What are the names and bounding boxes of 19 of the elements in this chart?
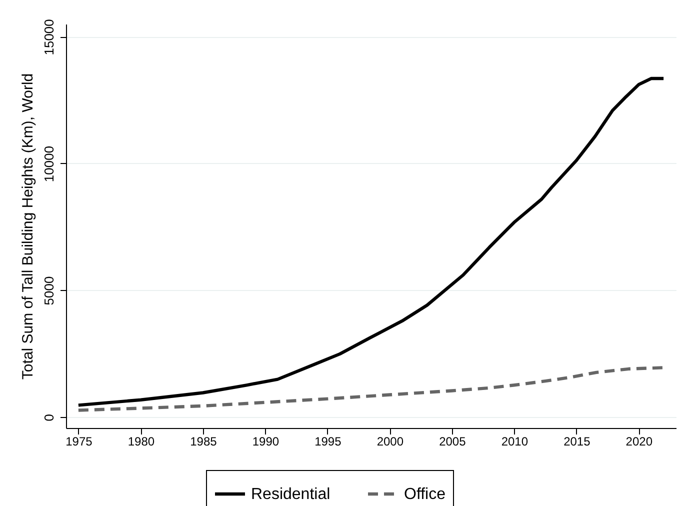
x-tick-label: 1975 bbox=[66, 434, 93, 448]
x-tick-label: 2010 bbox=[501, 434, 528, 448]
x-tick-label: 2020 bbox=[626, 434, 653, 448]
y-tick-label: 0 bbox=[42, 414, 56, 422]
line-series bbox=[76, 76, 666, 407]
x-tick-label: 2005 bbox=[439, 434, 466, 448]
y-tick-label: 15000 bbox=[42, 19, 56, 56]
x-tick-label: 1995 bbox=[314, 434, 342, 448]
y-axis-title: Total Sum of Tall Building Heights (Km), World bbox=[20, 73, 36, 380]
legend-label: Residential bbox=[251, 486, 330, 503]
y-tick-label: 10000 bbox=[42, 146, 56, 182]
legend-label: Office bbox=[404, 486, 446, 503]
x-tick-label: 1980 bbox=[128, 434, 155, 448]
line-series bbox=[76, 366, 666, 412]
x-tick-label: 1985 bbox=[190, 434, 218, 448]
y-tick-label: 5000 bbox=[42, 276, 56, 306]
x-tick-label: 2000 bbox=[376, 434, 404, 448]
x-tick-label: 1990 bbox=[252, 434, 280, 448]
x-tick-label: 2015 bbox=[564, 434, 591, 448]
